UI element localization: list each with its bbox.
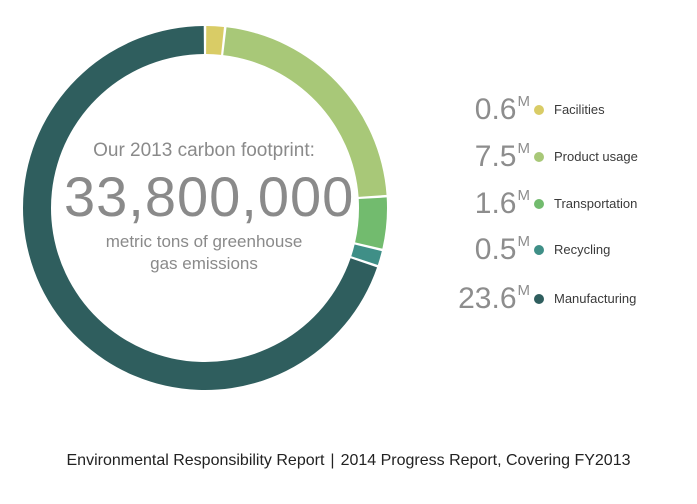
legend-swatch-recycling <box>534 245 544 255</box>
legend-value-unit: M <box>517 233 531 250</box>
legend-value-number: 0.5 <box>474 233 517 266</box>
donut-slices <box>23 26 387 391</box>
legend-item-transportation: 1.6M Transportation <box>440 184 680 224</box>
legend-value-unit: M <box>517 93 531 110</box>
legend-value-number: 0.6 <box>474 93 517 126</box>
slice-recycling <box>351 244 382 265</box>
legend-item-manufacturing: 23.6M Manufacturing <box>440 279 680 319</box>
legend-swatch-transportation <box>534 199 544 209</box>
slice-product-usage <box>223 27 387 197</box>
legend-item-facilities: 0.6M Facilities <box>440 90 680 130</box>
legend-label-product-usage: Product usage <box>554 149 638 164</box>
legend-value-number: 7.5 <box>474 140 517 173</box>
legend-value-product-usage: 7.5M <box>475 137 530 177</box>
legend-value-transportation: 1.6M <box>475 184 530 224</box>
legend-swatch-manufacturing <box>534 294 544 304</box>
legend-value-recycling: 0.5M <box>475 230 530 270</box>
total-emissions-value: 33,800,000 <box>64 165 355 228</box>
legend-item-recycling: 0.5M Recycling <box>440 230 680 270</box>
legend-value-facilities: 0.6M <box>475 90 530 130</box>
slice-transportation <box>355 197 387 249</box>
legend-item-product-usage: 7.5M Product usage <box>440 137 680 177</box>
footer-report-title: Environmental Responsibility Report <box>66 452 325 469</box>
legend-label-transportation: Transportation <box>554 196 638 211</box>
legend-value-unit: M <box>517 187 531 204</box>
legend-value-unit: M <box>517 140 531 157</box>
total-caption-line-1: metric tons of greenhouse <box>105 232 303 251</box>
legend-swatch-facilities <box>534 105 544 115</box>
legend-value-number: 23.6 <box>458 282 517 315</box>
chart-title: Our 2013 carbon footprint: <box>93 140 315 161</box>
legend-value-manufacturing: 23.6M <box>458 279 530 319</box>
slice-facilities <box>206 26 224 55</box>
legend-value-unit: M <box>517 282 531 299</box>
legend-label-facilities: Facilities <box>554 102 605 117</box>
footer: Environmental Responsibility Report | 2014… <box>0 452 697 470</box>
total-caption-line-2: gas emissions <box>150 254 258 273</box>
legend-label-recycling: Recycling <box>554 242 611 257</box>
legend-label-manufacturing: Manufacturing <box>554 291 637 306</box>
legend-value-number: 1.6 <box>474 187 517 220</box>
footer-report-subtitle: 2014 Progress Report, Covering FY2013 <box>340 452 631 469</box>
legend-swatch-product-usage <box>534 152 544 162</box>
footer-separator: | <box>330 452 335 469</box>
